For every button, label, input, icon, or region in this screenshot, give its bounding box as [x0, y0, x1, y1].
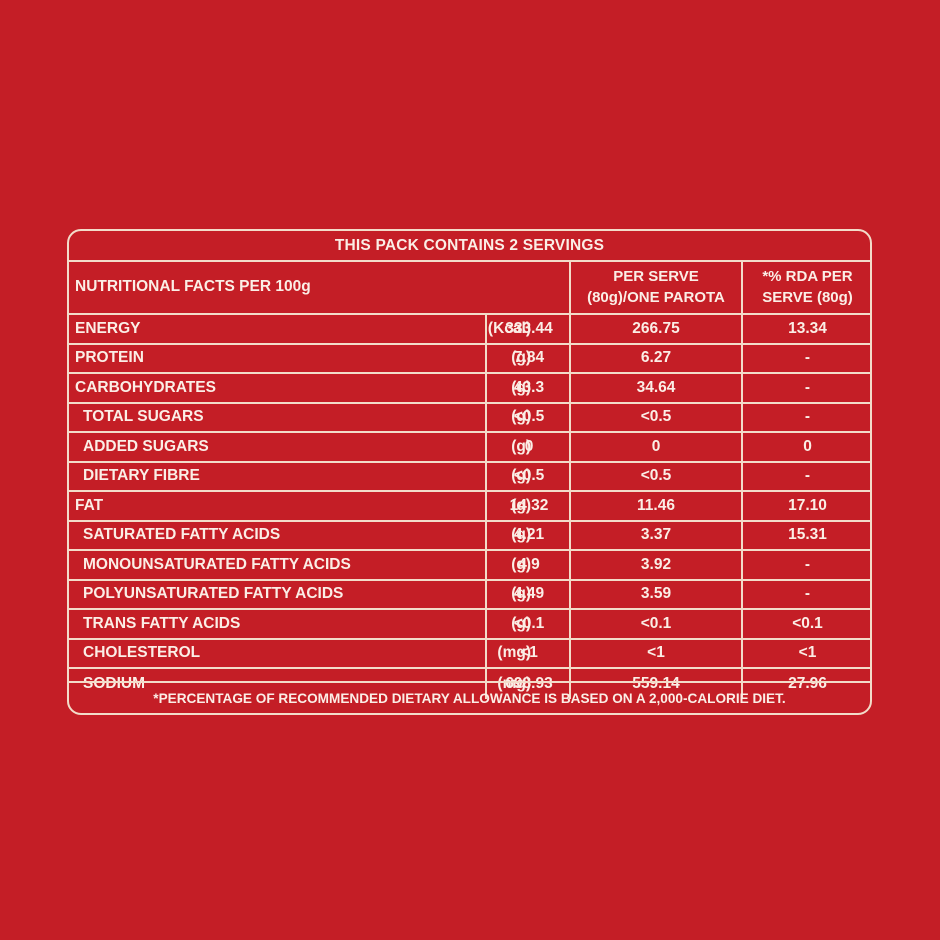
nutrient-name: ENERGY — [75, 319, 141, 337]
table-row: CARBOHYDRATES (g) 43.3 34.64- — [69, 374, 870, 404]
nutrient-name: ADDED SUGARS — [83, 437, 209, 455]
table-row: POLYUNSATURATED FATTY ACIDS (g) 4.49 3.59- — [69, 580, 870, 610]
value-per-serve: 11.46 — [569, 492, 741, 520]
value-rda: - — [741, 551, 870, 579]
value-per-100g: 333.44 — [485, 315, 571, 343]
nutrient-name: FAT — [75, 496, 104, 514]
nutrient-unit: (g) — [511, 526, 531, 544]
value-per-serve: 34.64 — [569, 374, 741, 402]
value-per-100g: 14.32 — [485, 492, 571, 520]
table-row: SATURATED FATTY ACIDS (g) 4.21 3.37 15.31 — [69, 521, 870, 551]
nutrient-unit: (g) — [511, 467, 531, 485]
value-per-100g: <0.5 — [485, 403, 571, 431]
value-rda: <1 — [741, 639, 870, 667]
nutrition-table: NUTRITIONAL FACTS PER 100g PER SERVE (80… — [69, 260, 870, 699]
value-per-serve: 266.75 — [569, 315, 741, 343]
value-per-100g: 4.21 — [485, 521, 571, 549]
value-rda: - — [741, 580, 870, 608]
value-per-serve: <0.1 — [569, 610, 741, 638]
rda-footnote: *PERCENTAGE OF RECOMMENDED DIETARY ALLOW… — [69, 681, 870, 713]
nutrient-name: POLYUNSATURATED FATTY ACIDS — [83, 585, 344, 603]
value-rda: - — [741, 374, 870, 402]
nutrient-name: TRANS FATTY ACIDS — [83, 614, 241, 632]
value-per-serve: 6.27 — [569, 344, 741, 372]
table-row: FAT (g) 14.32 11.46 17.10 — [69, 492, 870, 522]
value-rda: - — [741, 462, 870, 490]
nutrient-unit: (Kcal) — [487, 319, 531, 337]
table-row: SODIUM (mg) 698.93 559.14 27.96 — [69, 669, 870, 699]
nutrient-rows: ENERGY (Kcal) 333.44 266.75 13.34 PROTEIN (g) 7… — [69, 315, 870, 699]
table-row: DIETARY FIBRE (g) <0.5 <0.5- — [69, 462, 870, 492]
value-per-serve: <0.5 — [569, 462, 741, 490]
nutrient-unit: (g) — [511, 349, 531, 367]
nutrient-unit: (g) — [511, 585, 531, 603]
rda-header-line2: SERVE (80g) — [762, 288, 853, 306]
value-per-100g: <1 — [485, 639, 571, 667]
per-serve-header-line1: PER SERVE — [613, 267, 699, 285]
table-row: MONOUNSATURATED FATTY ACIDS (g) 4.9 3.92- — [69, 551, 870, 581]
value-per-serve: 3.59 — [569, 580, 741, 608]
value-per-100g: 4.9 — [485, 551, 571, 579]
nutrient-column-header: NUTRITIONAL FACTS PER 100g — [75, 277, 311, 295]
rda-column-header: *% RDA PER SERVE (80g) — [741, 260, 870, 313]
value-per-serve: <0.5 — [569, 403, 741, 431]
nutrient-name: MONOUNSATURATED FATTY ACIDS — [83, 555, 351, 573]
value-rda: 17.10 — [741, 492, 870, 520]
nutrient-name: SODIUM — [83, 674, 145, 692]
nutrient-name: DIETARY FIBRE — [83, 467, 200, 485]
table-row: PROTEIN (g) 7.84 6.27- — [69, 344, 870, 374]
value-per-serve: 559.14 — [569, 669, 741, 699]
nutrient-unit: (g) — [511, 496, 531, 514]
per-serve-header-line2: (80g)/ONE PAROTA — [587, 288, 725, 306]
nutrient-unit: (g) — [511, 378, 531, 396]
value-rda: - — [741, 403, 870, 431]
value-per-100g: <0.5 — [485, 462, 571, 490]
nutrient-name: CHOLESTEROL — [83, 644, 201, 662]
value-per-100g: 7.84 — [485, 344, 571, 372]
value-per-100g: 43.3 — [485, 374, 571, 402]
nutrient-name: PROTEIN — [75, 349, 144, 367]
nutrient-unit: (g) — [511, 555, 531, 573]
table-row: CHOLESTEROL (mg) <1 <1 <1 — [69, 639, 870, 669]
nutrient-unit: (g) — [511, 437, 531, 455]
table-row: TOTAL SUGARS (g) <0.5 <0.5- — [69, 403, 870, 433]
value-per-serve: 3.37 — [569, 521, 741, 549]
value-per-100g: 4.49 — [485, 580, 571, 608]
nutrient-name: SATURATED FATTY ACIDS — [83, 526, 281, 544]
value-per-100g: 0 — [485, 433, 571, 461]
value-rda: 27.96 — [741, 669, 870, 699]
nutrient-name: TOTAL SUGARS — [83, 408, 204, 426]
table-row: ENERGY (Kcal) 333.44 266.75 13.34 — [69, 315, 870, 345]
value-rda: 0 — [741, 433, 870, 461]
value-rda: <0.1 — [741, 610, 870, 638]
value-per-serve: <1 — [569, 639, 741, 667]
rda-header-line1: *% RDA PER — [762, 267, 853, 285]
table-row: ADDED SUGARS (g) 0 0 0 — [69, 433, 870, 463]
value-rda: 15.31 — [741, 521, 870, 549]
value-per-serve: 3.92 — [569, 551, 741, 579]
nutrient-unit: (mg) — [497, 644, 531, 662]
column-header-row: NUTRITIONAL FACTS PER 100g PER SERVE (80… — [69, 260, 870, 315]
nutrient-unit: (g) — [511, 408, 531, 426]
nutrient-unit: (g) — [511, 614, 531, 632]
value-rda: 13.34 — [741, 315, 870, 343]
value-per-100g: <0.1 — [485, 610, 571, 638]
table-row: TRANS FATTY ACIDS (g) <0.1 <0.1 <0.1 — [69, 610, 870, 640]
value-per-100g: 698.93 — [485, 669, 571, 699]
nutrition-facts-panel: THIS PACK CONTAINS 2 SERVINGS NUTRITIONA… — [67, 229, 872, 715]
value-per-serve: 0 — [569, 433, 741, 461]
nutrient-unit: (mg) — [497, 674, 531, 692]
nutrient-name: CARBOHYDRATES — [75, 378, 216, 396]
per-serve-column-header: PER SERVE (80g)/ONE PAROTA — [569, 260, 741, 313]
value-rda: - — [741, 344, 870, 372]
servings-header: THIS PACK CONTAINS 2 SERVINGS — [69, 231, 870, 262]
